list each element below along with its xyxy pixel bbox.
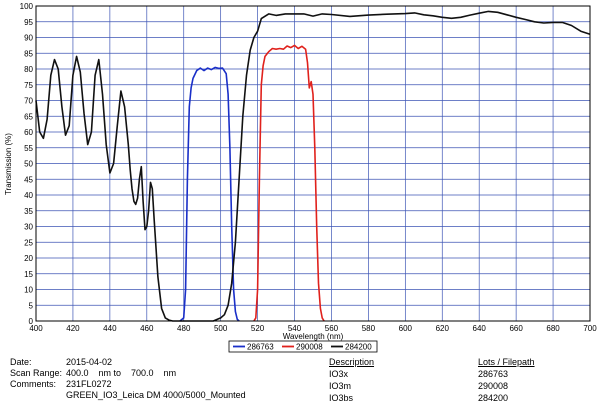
- legend-box: [228, 340, 378, 353]
- series-line-284200: [35, 10, 591, 322]
- y-tick-label: 90: [24, 34, 33, 43]
- table-row-2-description: IO3m: [329, 381, 352, 391]
- x-tick-label: 600: [399, 324, 413, 333]
- y-tick-label: 85: [24, 49, 33, 58]
- table-row-2-lot: 290008: [478, 381, 509, 391]
- legend-label-284200: 284200: [345, 343, 372, 352]
- legend: 286763 290008 284200: [228, 340, 378, 353]
- table-row-3-description: IO3bs: [329, 393, 354, 403]
- y-tick-label: 65: [24, 112, 33, 121]
- info-date-value: 2015-04-02: [66, 357, 113, 367]
- y-tick-label: 15: [24, 270, 33, 279]
- x-tick-label: 660: [509, 324, 523, 333]
- x-tick-label: 580: [362, 324, 376, 333]
- y-tick-label: 30: [24, 223, 33, 232]
- info-date-label: Date:: [10, 357, 32, 367]
- table-row-1-lot: 286763: [478, 369, 509, 379]
- y-tick-label: 100: [20, 2, 34, 11]
- y-tick-label: 70: [24, 97, 33, 106]
- y-tick-label: 50: [24, 160, 33, 169]
- legend-label-290008: 290008: [296, 343, 323, 352]
- y-tick-label: 95: [24, 18, 33, 27]
- legend-label-286763: 286763: [247, 343, 274, 352]
- y-tick-label: 45: [24, 175, 33, 184]
- y-tick-label: 80: [24, 65, 33, 74]
- x-tick-label: 520: [251, 324, 265, 333]
- description-header: Description: [329, 357, 375, 367]
- x-tick-label: 700: [583, 324, 597, 333]
- table-row-3-lot: 284200: [478, 393, 509, 403]
- info-comments-line1: 231FL0272: [66, 379, 112, 389]
- tick-labels: 400 420 440 460 480 500 520 540 560 580 600 620 640 6…: [20, 2, 598, 333]
- y-tick-label: 75: [24, 81, 33, 90]
- y-tick-label: 55: [24, 144, 33, 153]
- table-row-1-description: IO3x: [329, 369, 349, 379]
- info-scan-range-value: 400.0 nm to 700.0 nm: [66, 368, 177, 378]
- series-line-286763: [179, 66, 240, 322]
- x-tick-label: 400: [29, 324, 43, 333]
- y-tick-label: 25: [24, 238, 33, 247]
- y-tick-label: 0: [29, 317, 34, 326]
- x-tick-label: 560: [325, 324, 339, 333]
- y-tick-label: 35: [24, 207, 33, 216]
- series-line-290008: [253, 44, 325, 322]
- info-comments-line2: GREEN_IO3_Leica DM 4000/5000_Mounted: [66, 390, 246, 400]
- chart-grid: [35, 5, 591, 322]
- x-tick-label: 420: [66, 324, 80, 333]
- x-tick-label: 680: [546, 324, 560, 333]
- y-tick-label: 20: [24, 254, 33, 263]
- chart-curves: [35, 10, 591, 322]
- y-tick-label: 40: [24, 191, 33, 200]
- x-tick-label: 460: [140, 324, 154, 333]
- x-tick-label: 620: [436, 324, 450, 333]
- x-tick-label: 440: [103, 324, 117, 333]
- plot-frame: [35, 5, 591, 322]
- y-tick-label: 5: [29, 301, 34, 310]
- x-axis-label: Wavelength (nm): [283, 332, 344, 341]
- x-tick-label: 540: [288, 324, 302, 333]
- x-tick-label: 500: [214, 324, 228, 333]
- y-tick-label: 60: [24, 128, 33, 137]
- info-comments-label: Comments:: [10, 379, 57, 389]
- lots-filepath-header: Lots / Filepath: [478, 357, 535, 367]
- x-tick-label: 640: [473, 324, 487, 333]
- x-tick-label: 480: [177, 324, 191, 333]
- y-tick-label: 10: [24, 286, 33, 295]
- info-scan-range-label: Scan Range:: [10, 368, 63, 378]
- y-axis-label: Transmission (%): [4, 133, 13, 195]
